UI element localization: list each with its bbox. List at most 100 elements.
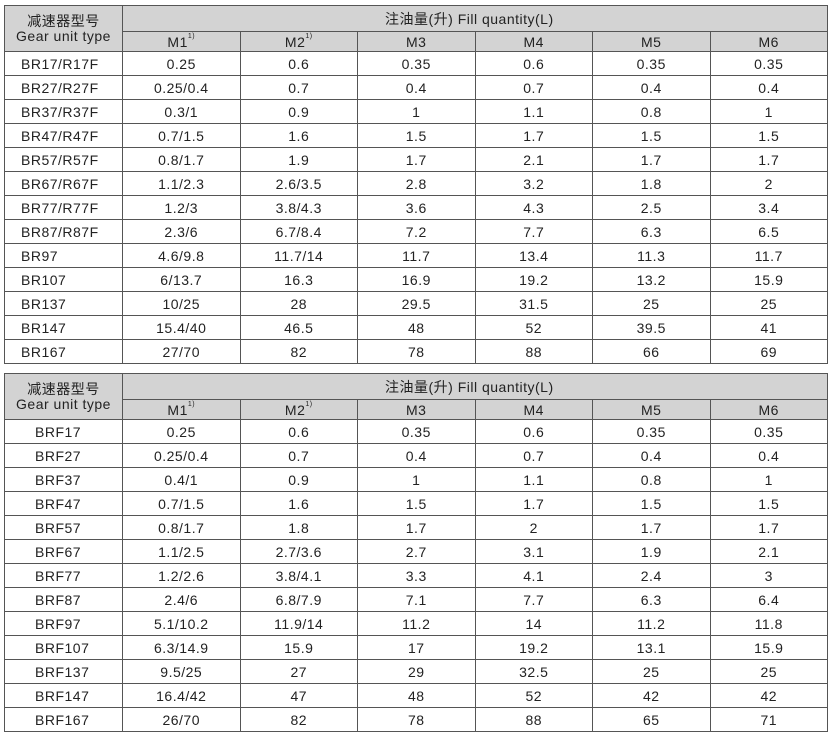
fill-quantity-cell: 11.7/14 <box>239 243 358 268</box>
fill-quantity-cell: 6/13.7 <box>122 267 241 292</box>
fill-quantity-cell: 1.1 <box>474 467 593 492</box>
mounting-position-header: M6 <box>709 31 828 52</box>
gear-unit-model: BRF27 <box>4 443 123 468</box>
mounting-position-header: M11) <box>122 31 241 52</box>
fill-quantity-cell: 78 <box>357 339 476 364</box>
table-row: BR27/R27F 0.25/0.4 0.7 0.4 0.7 0.4 0.4 <box>4 75 828 100</box>
fill-quantity-cell: 14 <box>474 611 593 636</box>
table-row: BRF107 6.3/14.9 15.9 17 19.2 13.1 15.9 <box>4 635 828 660</box>
table-row: BR97 4.6/9.8 11.7/14 11.7 13.4 11.3 11.7 <box>4 243 828 268</box>
table-row: BRF137 9.5/25 27 29 32.5 25 25 <box>4 659 828 684</box>
fill-quantity-cell: 48 <box>357 683 476 708</box>
table-row: BR37/R37F 0.3/1 0.9 1 1.1 0.8 1 <box>4 99 828 124</box>
table-row: BR87/R87F 2.3/6 6.7/8.4 7.2 7.7 6.3 6.5 <box>4 219 828 244</box>
mounting-position-header: M3 <box>357 31 476 52</box>
mounting-position-header: M21) <box>239 31 358 52</box>
gear-unit-model: BRF97 <box>4 611 123 636</box>
fill-quantity-cell: 25 <box>709 291 828 316</box>
fill-quantity-cell: 15.9 <box>239 635 358 660</box>
fill-quantity-cell: 0.9 <box>239 467 358 492</box>
fill-quantity-cell: 1.5 <box>709 491 828 516</box>
fill-quantity-cell: 16.4/42 <box>122 683 241 708</box>
fill-quantity-header: 注油量(升) Fill quantity(L) <box>122 5 828 32</box>
fill-quantity-cell: 1.5 <box>592 491 711 516</box>
gear-unit-model: BRF87 <box>4 587 123 612</box>
fill-quantity-cell: 1.8 <box>239 515 358 540</box>
fill-quantity-cell: 7.7 <box>474 219 593 244</box>
fill-quantity-cell: 3.8/4.1 <box>239 563 358 588</box>
fill-quantity-cell: 17 <box>357 635 476 660</box>
fill-quantity-cell: 1.6 <box>239 491 358 516</box>
fill-quantity-cell: 1.6 <box>239 123 358 148</box>
mounting-position-header: M11) <box>122 399 241 420</box>
table-row: BRF67 1.1/2.5 2.7/3.6 2.7 3.1 1.9 2.1 <box>4 539 828 564</box>
fill-quantity-cell: 16.9 <box>357 267 476 292</box>
table-row: BR77/R77F 1.2/3 3.8/4.3 3.6 4.3 2.5 3.4 <box>4 195 828 220</box>
fill-quantity-cell: 28 <box>239 291 358 316</box>
fill-quantity-cell: 0.9 <box>239 99 358 124</box>
fill-quantity-cell: 82 <box>239 339 358 364</box>
fill-quantity-cell: 6.7/8.4 <box>239 219 358 244</box>
fill-quantity-cell: 0.6 <box>474 51 593 76</box>
gear-unit-model: BRF57 <box>4 515 123 540</box>
gear-unit-model: BR87/R87F <box>4 219 123 244</box>
fill-quantity-cell: 29.5 <box>357 291 476 316</box>
gear-unit-model: BRF67 <box>4 539 123 564</box>
fill-quantity-cell: 2 <box>709 171 828 196</box>
gear-unit-type-header: 减速器型号 Gear unit type <box>4 5 123 52</box>
fill-quantity-cell: 25 <box>709 659 828 684</box>
fill-quantity-cell: 0.8/1.7 <box>122 515 241 540</box>
fill-quantity-cell: 2.4/6 <box>122 587 241 612</box>
fill-quantity-cell: 10/25 <box>122 291 241 316</box>
table-row: BRF167 26/70 82 78 88 65 71 <box>4 707 828 732</box>
fill-quantity-cell: 0.8 <box>592 99 711 124</box>
fill-quantity-cell: 13.1 <box>592 635 711 660</box>
gear-unit-model: BR137 <box>4 291 123 316</box>
fill-quantity-cell: 48 <box>357 315 476 340</box>
fill-quantity-cell: 1.9 <box>239 147 358 172</box>
fill-quantity-cell: 46.5 <box>239 315 358 340</box>
fill-quantity-cell: 9.5/25 <box>122 659 241 684</box>
fill-quantity-cell: 0.8/1.7 <box>122 147 241 172</box>
fill-quantity-cell: 31.5 <box>474 291 593 316</box>
table-row: BR137 10/25 28 29.5 31.5 25 25 <box>4 291 828 316</box>
fill-quantity-cell: 2.3/6 <box>122 219 241 244</box>
fill-quantity-cell: 1.7 <box>474 491 593 516</box>
gear-unit-model: BR167 <box>4 339 123 364</box>
gear-unit-model: BR37/R37F <box>4 99 123 124</box>
fill-quantity-cell: 19.2 <box>474 635 593 660</box>
gear-unit-model: BRF107 <box>4 635 123 660</box>
fill-quantity-cell: 69 <box>709 339 828 364</box>
fill-quantity-cell: 2.5 <box>592 195 711 220</box>
fill-quantity-cell: 26/70 <box>122 707 241 732</box>
fill-quantity-cell: 2.8 <box>357 171 476 196</box>
gear-unit-model: BR107 <box>4 267 123 292</box>
table-row: BR167 27/70 82 78 88 66 69 <box>4 339 828 364</box>
fill-quantity-cell: 16.3 <box>239 267 358 292</box>
fill-quantity-cell: 0.7 <box>474 75 593 100</box>
fill-quantity-cell: 2 <box>474 515 593 540</box>
fill-quantity-cell: 11.2 <box>357 611 476 636</box>
fill-quantity-cell: 1.7 <box>709 515 828 540</box>
fill-quantity-cell: 4.1 <box>474 563 593 588</box>
table-row: BRF47 0.7/1.5 1.6 1.5 1.7 1.5 1.5 <box>4 491 828 516</box>
fill-quantity-cell: 0.25/0.4 <box>122 443 241 468</box>
fill-quantity-cell: 11.7 <box>709 243 828 268</box>
fill-quantity-cell: 29 <box>357 659 476 684</box>
gear-unit-model: BRF167 <box>4 707 123 732</box>
fill-quantity-cell: 1.1 <box>474 99 593 124</box>
fill-quantity-cell: 1.7 <box>357 515 476 540</box>
fill-quantity-cell: 6.3 <box>592 587 711 612</box>
fill-quantity-cell: 11.7 <box>357 243 476 268</box>
gear-unit-model: BR27/R27F <box>4 75 123 100</box>
table-row: BR147 15.4/40 46.5 48 52 39.5 41 <box>4 315 828 340</box>
fill-quantity-cell: 6.5 <box>709 219 828 244</box>
fill-quantity-cell: 52 <box>474 683 593 708</box>
fill-quantity-cell: 5.1/10.2 <box>122 611 241 636</box>
mounting-position-header: M5 <box>592 31 711 52</box>
fill-quantity-table-brf: 减速器型号 Gear unit type 注油量(升) Fill quantity(… <box>4 373 828 732</box>
fill-quantity-cell: 1 <box>709 99 828 124</box>
gear-unit-model: BRF37 <box>4 467 123 492</box>
fill-quantity-cell: 1 <box>357 99 476 124</box>
fill-quantity-cell: 27/70 <box>122 339 241 364</box>
